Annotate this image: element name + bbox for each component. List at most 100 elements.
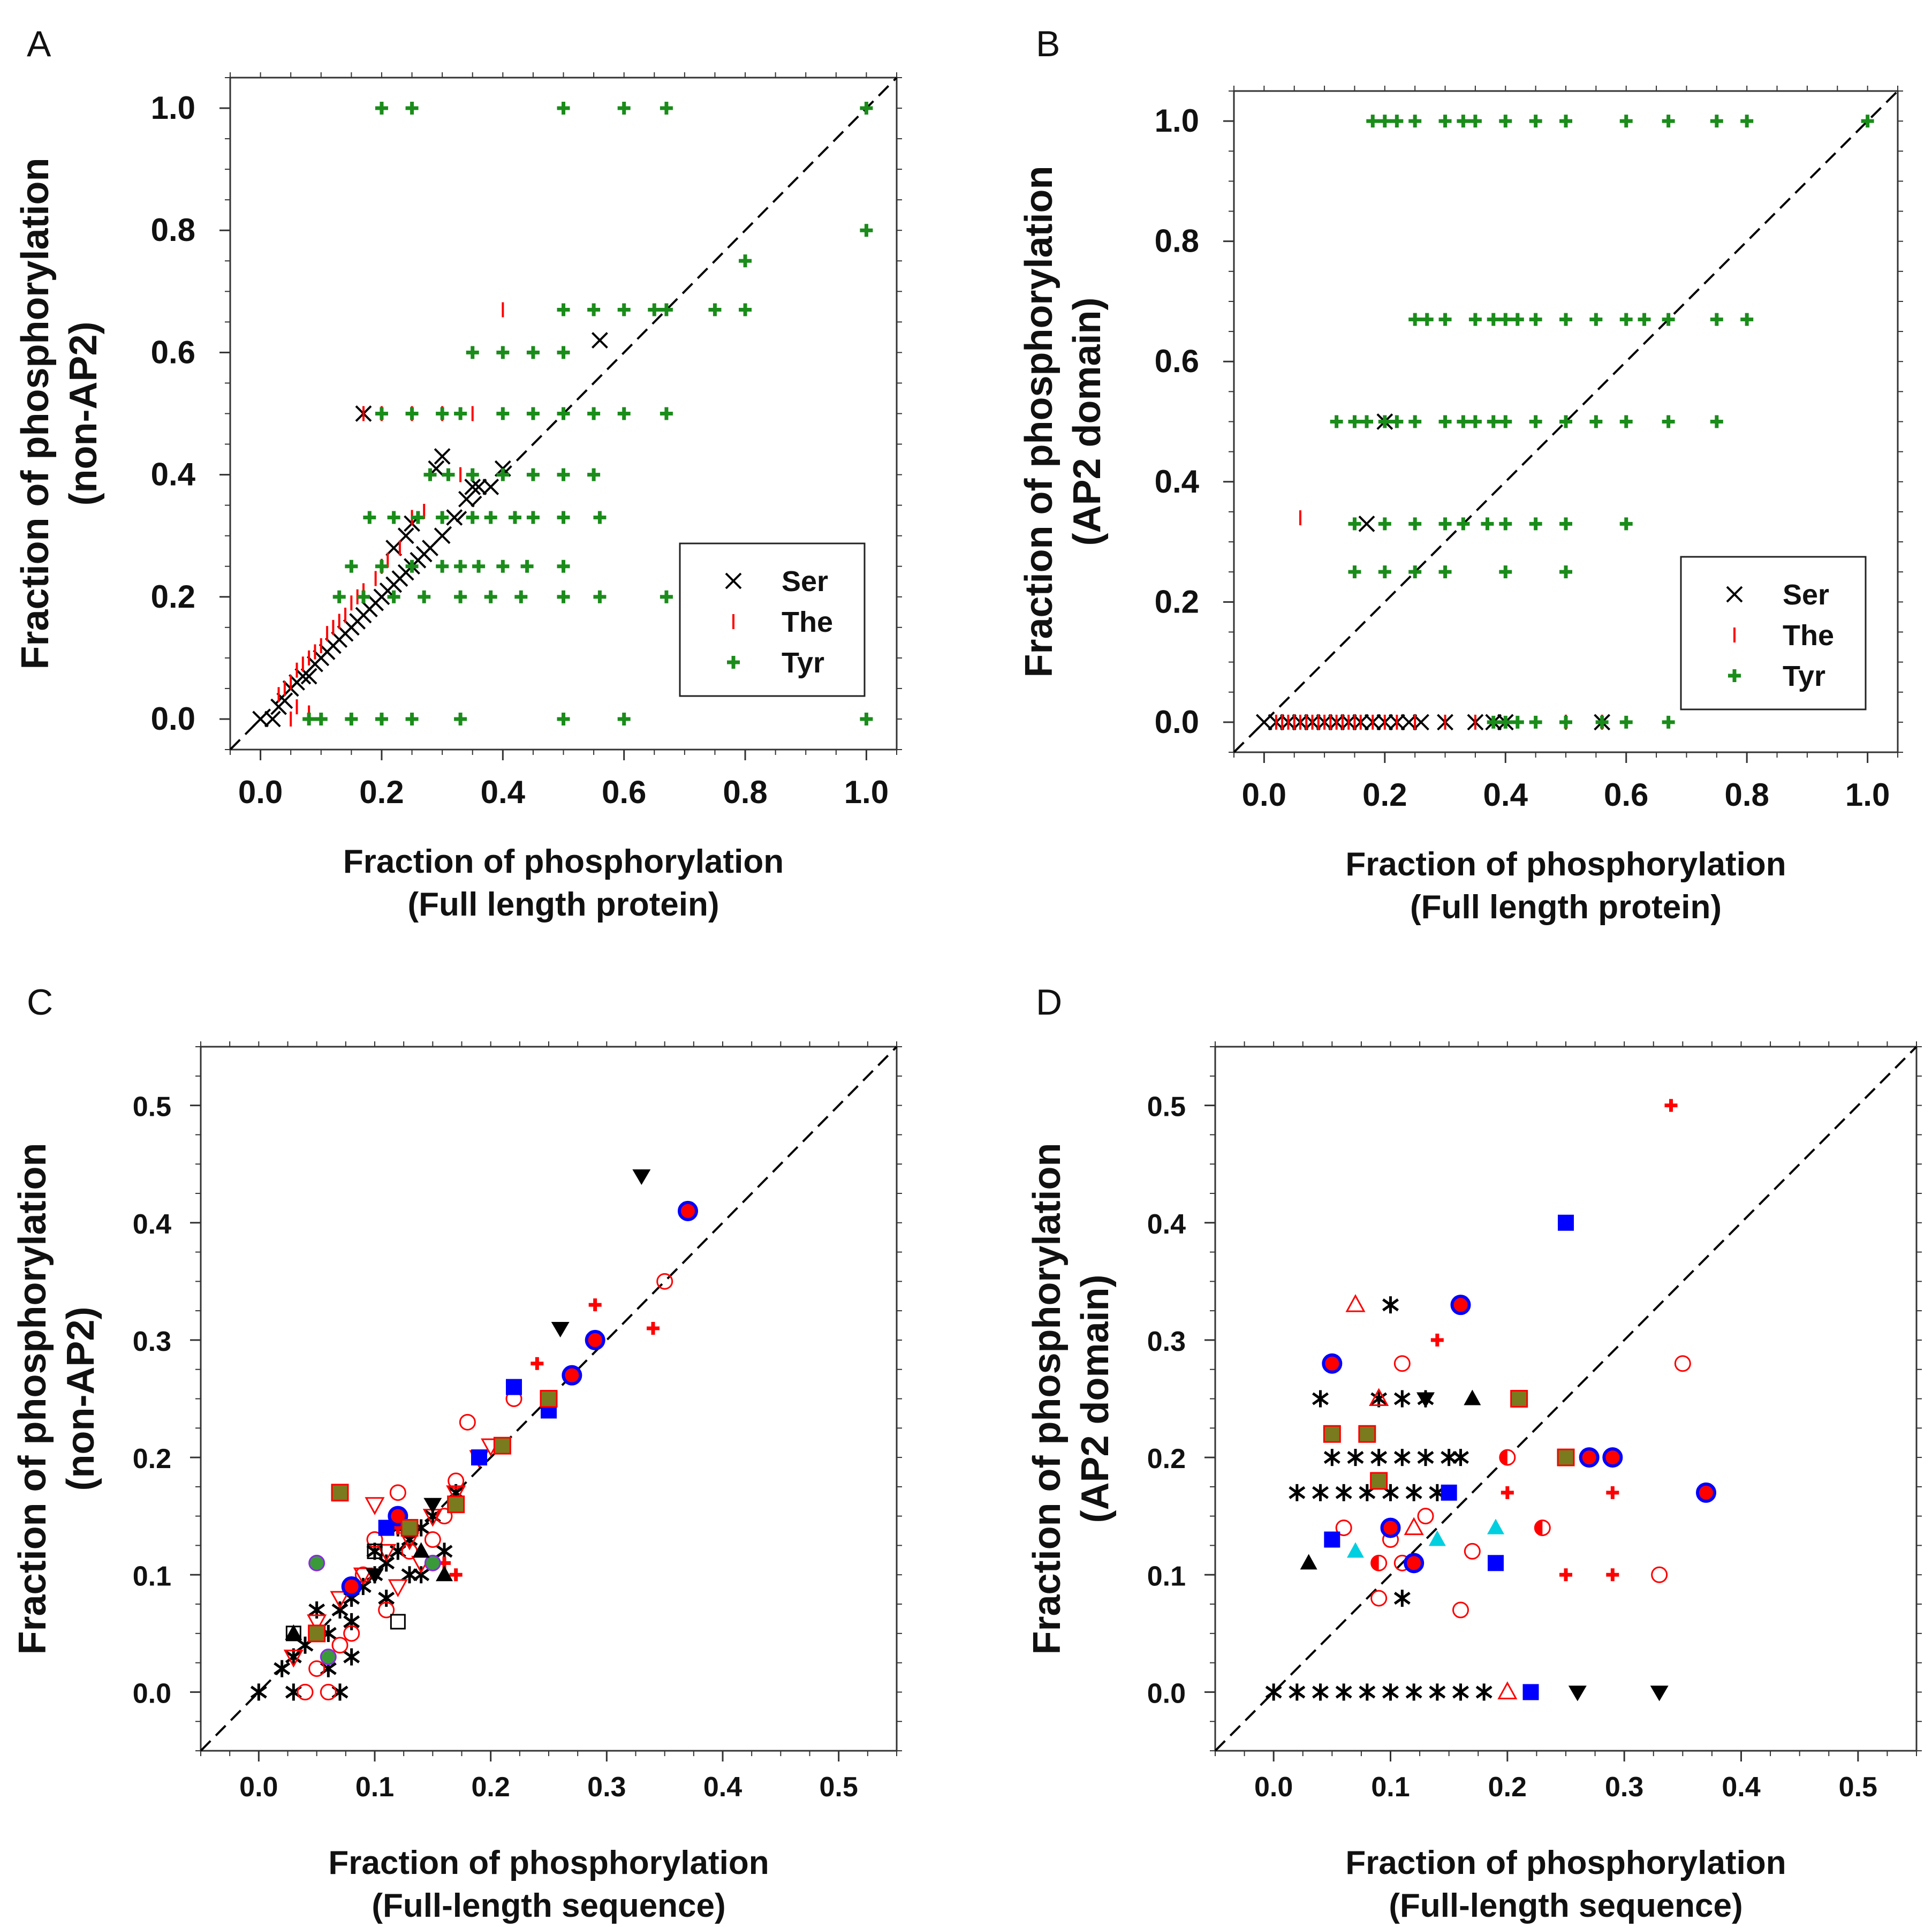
data-point [1501, 1486, 1514, 1499]
legend-label: The [1783, 619, 1834, 652]
panel-a: A 0.0 0.2 0.4 0.6 0.8 1.0 0.0 0.2 0.4 0.6 0.8 1.0 Fra… [14, 24, 902, 923]
data-point [1559, 415, 1572, 428]
data-point [1710, 115, 1723, 128]
data-point [1312, 1683, 1329, 1701]
data-point [446, 509, 463, 526]
y-tick-label: 0.0 [133, 1678, 171, 1709]
data-point [557, 346, 570, 359]
data-point [1366, 115, 1380, 128]
data-point [557, 102, 570, 115]
data-point [508, 511, 521, 524]
panel-c: C 0.0 0.1 0.2 0.3 0.4 0.5 0.0 0.1 0.2 0.3 0.4 0.5 Fra… [11, 982, 902, 1924]
data-point [1619, 115, 1633, 128]
data-point [424, 1531, 441, 1548]
x-tick-label: 0.4 [1722, 1772, 1760, 1803]
y-tick-label: 0.5 [1147, 1092, 1186, 1123]
data-point [1335, 1484, 1352, 1501]
y-tick-label: 0.2 [133, 1443, 171, 1475]
data-point [1559, 1568, 1572, 1582]
data-point [1358, 1425, 1376, 1443]
y-tick-label: 0.5 [133, 1092, 171, 1123]
legend: Ser The Tyr [1680, 556, 1867, 710]
data-point [1457, 517, 1470, 531]
series-Tyr [302, 102, 873, 725]
data-point [1740, 115, 1754, 128]
data-point [446, 1485, 466, 1503]
y-axis-title: Fraction of phosphorylation [11, 1143, 54, 1655]
y-tick-label: 0.4 [133, 1209, 171, 1240]
data-point [496, 560, 510, 573]
data-point [405, 102, 419, 115]
data-point [1347, 1449, 1364, 1466]
data-layer [252, 102, 873, 728]
panel-label: C [27, 982, 53, 1023]
data-point [588, 1298, 602, 1312]
data-point [493, 1436, 511, 1455]
data-point [387, 511, 400, 524]
data-point [1497, 1681, 1518, 1699]
data-point [1499, 115, 1512, 128]
data-point [424, 1554, 441, 1571]
data-point [1529, 517, 1542, 531]
y-tick-label: 0.3 [133, 1326, 171, 1357]
data-point [459, 1413, 476, 1431]
x-axis-subtitle: (Full length protein) [1410, 889, 1722, 926]
data-point [454, 407, 467, 420]
series-green-circle [308, 1554, 441, 1666]
data-point [357, 590, 370, 603]
data-point [1359, 1683, 1376, 1701]
data-point [1370, 1449, 1388, 1466]
data-point [343, 1648, 360, 1666]
data-point [454, 590, 467, 603]
data-point [1710, 415, 1723, 428]
data-point [531, 1357, 544, 1370]
data-point [1488, 1555, 1504, 1571]
data-point [366, 1568, 384, 1584]
data-point [1558, 1214, 1574, 1231]
data-point [314, 712, 328, 725]
data-point [708, 303, 722, 316]
x-tick-label: 1.0 [1845, 777, 1890, 813]
y-tick-label: 0.0 [1155, 704, 1199, 740]
panel-label: A [27, 24, 51, 64]
data-point [551, 1322, 570, 1337]
data-point [1420, 313, 1434, 326]
x-tick-label: 0.4 [703, 1772, 742, 1803]
y-tick-label: 0.4 [151, 457, 196, 493]
x-tick-label: 0.0 [239, 1772, 278, 1803]
data-point [1430, 1333, 1444, 1347]
identity-line [1214, 1046, 1918, 1752]
data-point [660, 407, 673, 420]
data-point [1487, 313, 1500, 326]
data-point [302, 712, 316, 725]
data-point [1382, 1296, 1399, 1314]
x-tick-label: 0.0 [1242, 777, 1286, 813]
data-point [1638, 313, 1651, 326]
data-point [330, 1591, 350, 1609]
y-tick-label: 0.3 [1147, 1326, 1186, 1357]
data-point [484, 590, 497, 603]
data-point [264, 710, 281, 728]
data-point [1559, 115, 1572, 128]
data-point [678, 1200, 698, 1221]
series-olive-square [308, 1390, 558, 1643]
data-point [1300, 1554, 1317, 1570]
data-point [1408, 565, 1422, 579]
data-point [389, 1484, 406, 1501]
data-point [454, 712, 467, 725]
data-point [520, 560, 534, 573]
data-point [285, 1624, 302, 1640]
panel-b: B 0.0 0.2 0.4 0.6 0.8 1.0 0.0 0.2 0.4 0.6 0.8 1.0 Fra… [1018, 24, 1903, 926]
data-point [436, 560, 449, 573]
data-point [332, 590, 346, 603]
data-point [378, 1554, 395, 1572]
data-point [1405, 1683, 1422, 1701]
data-point [1662, 415, 1675, 428]
data-point [1378, 565, 1391, 579]
data-point [1487, 1518, 1504, 1534]
data-point [345, 712, 358, 725]
data-point [454, 560, 467, 573]
data-point [540, 1390, 558, 1408]
data-point [1559, 565, 1572, 579]
data-point [557, 303, 570, 316]
